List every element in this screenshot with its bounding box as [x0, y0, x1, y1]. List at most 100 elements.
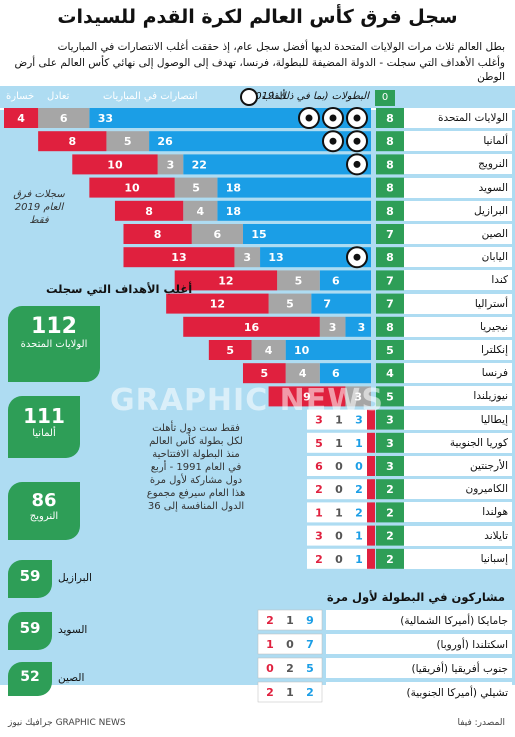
team-name: كوريا الجنوبية: [404, 432, 512, 453]
tournaments-badge: 0: [375, 90, 395, 106]
team-name: اليابان: [404, 247, 512, 268]
draws-label: 5: [124, 135, 132, 148]
page-title: سجل فرق كأس العالم لكرة القدم للسيدات: [57, 6, 458, 28]
team-name: إنكلترا: [404, 340, 512, 360]
draws-bar: [345, 386, 371, 407]
losses-bar: [174, 270, 278, 291]
team-name: النرويج: [404, 154, 512, 175]
team-name: إسبانيا: [404, 548, 512, 569]
football-patch-icon: [305, 114, 313, 122]
draws-bar: [191, 224, 243, 244]
draws-bar: [38, 108, 90, 128]
loss-bar-tail: [367, 525, 375, 546]
record-box: [307, 502, 371, 523]
loss-bar-tail: [367, 432, 375, 453]
wins-label: 18: [226, 182, 241, 195]
tournaments-value: 8: [386, 321, 394, 334]
wins-bar: [217, 177, 371, 198]
newcomer-record-box: [257, 609, 323, 631]
losses-bar: [242, 363, 286, 384]
tournaments-value: 3: [386, 460, 394, 473]
tournaments-cell: [376, 131, 404, 152]
newcomers-heading: مشاركون في البطولة لأول مرة: [326, 590, 505, 604]
tournaments-value: 5: [386, 390, 394, 403]
draws-label: 5: [192, 182, 200, 195]
team-name: نيوزيلندا: [404, 386, 512, 407]
losses-label: 9: [303, 390, 311, 403]
draws-value: 0: [335, 530, 343, 543]
tournaments-value: 8: [386, 182, 394, 195]
goals-value: 52: [20, 669, 40, 685]
losses-bar: [268, 386, 346, 407]
team-name: ألمانيا: [404, 131, 512, 152]
losses-bar: [89, 177, 175, 198]
goals-box: 111 ألمانيا: [8, 396, 80, 458]
source-credit: المصدر: فيفا: [457, 718, 505, 728]
goals-box: 86 النرويج: [8, 482, 80, 540]
newcomer-draws: 2: [286, 662, 294, 675]
tournaments-value: 4: [386, 367, 394, 380]
losses-value: 3: [315, 414, 323, 427]
newcomer-record-box: [257, 657, 323, 679]
goals-country: النرويج: [29, 511, 59, 522]
tournaments-value: 2: [386, 506, 394, 519]
wins-value: 1: [355, 530, 363, 543]
wins-label: 13: [268, 251, 283, 264]
draws-label: 4: [299, 367, 307, 380]
losses-label: 5: [226, 344, 234, 357]
tournaments-value: 8: [386, 135, 394, 148]
draws-value: 1: [335, 414, 343, 427]
wins-label: 15: [251, 228, 266, 241]
tournaments-value: 5: [386, 344, 394, 357]
wins-value: 3: [355, 414, 363, 427]
wins-label: 22: [192, 158, 207, 171]
goals-country: ألمانيا: [32, 428, 56, 439]
football-patch-icon: [353, 253, 361, 261]
goals-country: الولايات المتحدة: [20, 339, 88, 350]
goals-country: الصين: [58, 672, 85, 684]
football-patch-icon: [353, 160, 361, 168]
record-box: [307, 456, 371, 476]
wins-bar: [217, 200, 371, 221]
wins-label: 6: [332, 274, 340, 287]
draws-bar: [251, 340, 286, 360]
tournaments-cell: [376, 432, 404, 453]
losses-label: 10: [124, 182, 140, 195]
intro-line-1: بطل العالم ثلاث مرات الولايات المتحدة لد…: [57, 41, 505, 53]
team-name: السويد: [404, 177, 512, 198]
tournaments-cell: [376, 270, 404, 291]
newcomer-name: اسكتلندا (أوروبا): [436, 637, 508, 651]
newcomer-losses: 2: [266, 614, 274, 627]
losses-bar: [123, 247, 235, 268]
tournaments-value: 7: [386, 274, 394, 287]
team-name: هولندا: [404, 502, 512, 523]
newcomer-wins: 2: [306, 686, 314, 699]
wins-label: 33: [98, 112, 113, 125]
football-icon: [240, 88, 258, 106]
wins-value: 1: [355, 553, 363, 566]
team-name: تايلاند: [404, 525, 512, 546]
draws-value: 0: [335, 460, 343, 473]
header-titles: ألقاب: [262, 91, 286, 102]
draws-label: 3: [329, 321, 337, 334]
header-wins: انتصارات في المباريات: [103, 91, 198, 102]
tournaments-value: 8: [386, 112, 394, 125]
newcomer-wins: 7: [306, 638, 314, 651]
draws-bar: [268, 293, 312, 314]
goals-box: 59: [8, 612, 52, 650]
losses-label: 13: [171, 251, 186, 264]
draws-label: 3: [354, 390, 362, 403]
draws-label: 3: [243, 251, 251, 264]
team-name: الكاميرون: [404, 479, 512, 500]
wins-bar: [319, 363, 371, 384]
team-name: كندا: [404, 270, 512, 291]
draws-bar: [183, 200, 218, 221]
tournaments-cell: [376, 154, 404, 175]
loss-bar-tail: [367, 456, 375, 476]
losses-label: 12: [218, 274, 233, 287]
losses-bar: [114, 200, 184, 221]
goals-box: 59: [8, 560, 52, 598]
tournaments-cell: [376, 177, 404, 198]
team-name: الولايات المتحدة: [404, 108, 512, 128]
losses-label: 10: [107, 158, 123, 171]
